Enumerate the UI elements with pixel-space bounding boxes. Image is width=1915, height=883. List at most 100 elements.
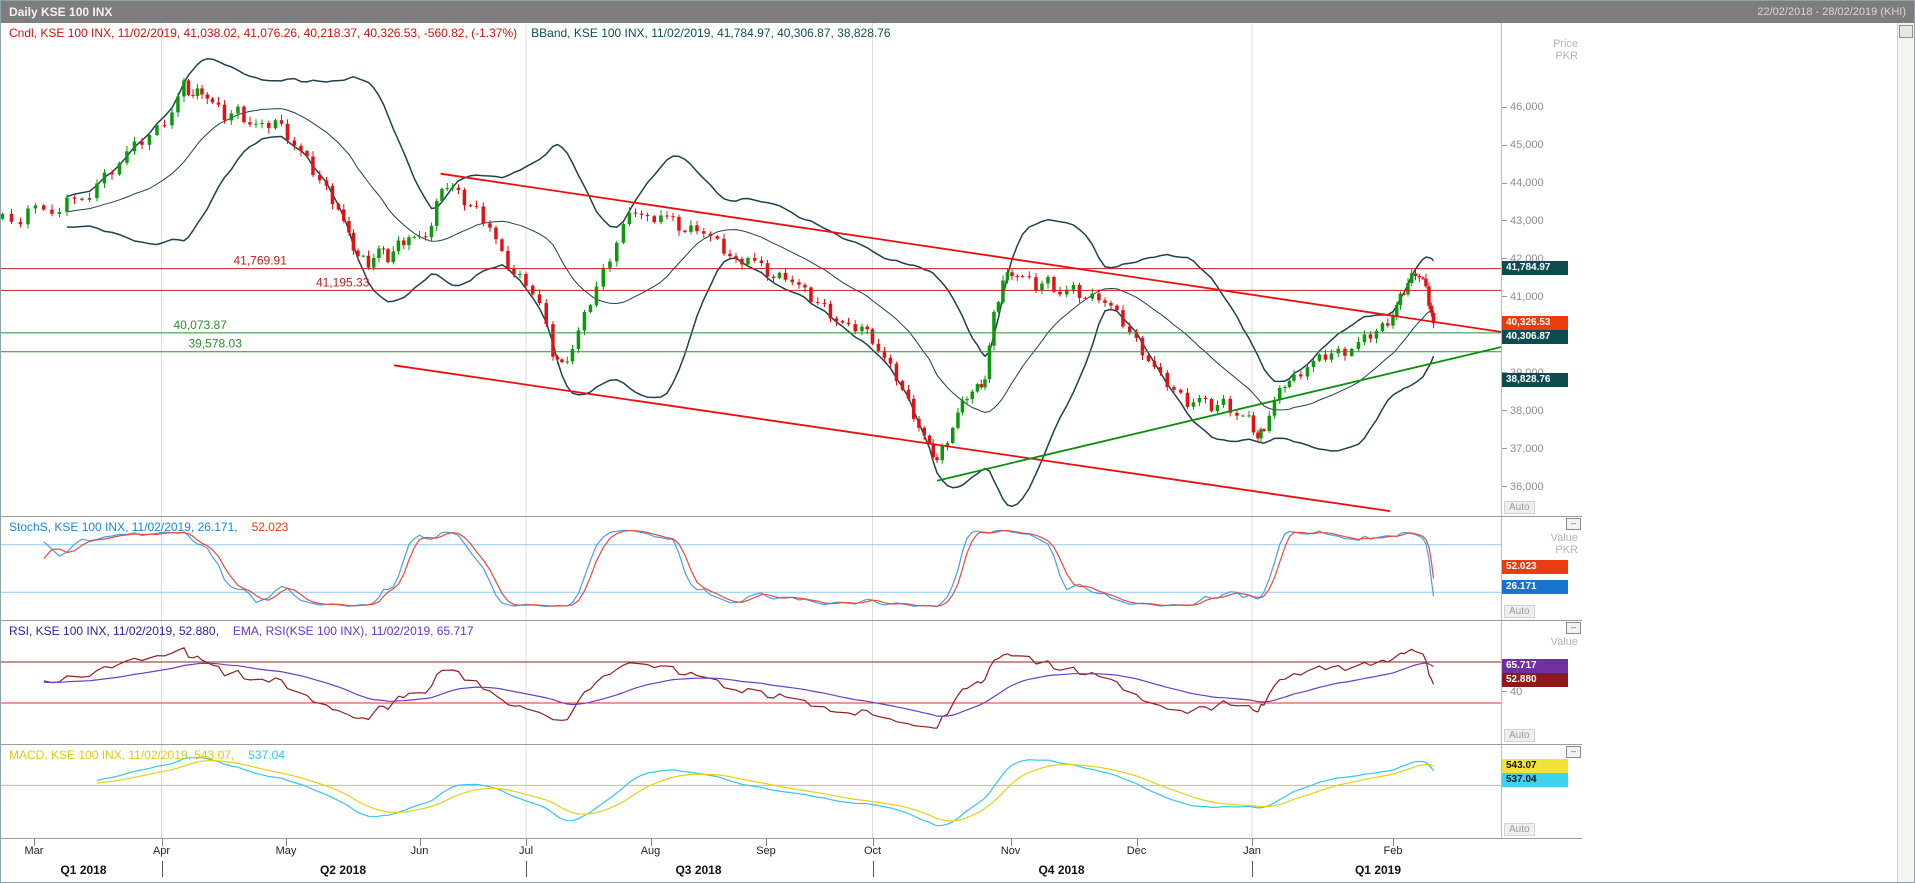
month-label: Jun [410,845,429,857]
titlebar: Daily KSE 100 INX 22/02/2018 - 28/02/201… [1,1,1914,23]
legend-segment: 537.04 [248,748,285,762]
candlesticks [1,77,1436,464]
quarter-label: Q1 2019 [1354,863,1402,877]
rsi-lines [43,647,1435,729]
value-tag: 38,828.76 [1502,373,1568,388]
axis-tick-label: 40 [1502,686,1522,698]
legend-segment: 52.023 [251,520,289,534]
legend-segment: StochS, KSE 100 INX, 11/02/2019, 26.171, [9,520,238,534]
month-label: Apr [152,845,171,857]
svg-text:41,769.91: 41,769.91 [234,254,288,268]
value-tag: 543.07 [1502,759,1568,774]
macd-chart-canvas[interactable] [1,745,1501,838]
value-tag: 40,326.53 [1502,316,1568,331]
quarter-label: Q3 2018 [675,863,722,877]
axis-header: Value PKR [1550,532,1578,556]
month-tick [650,839,652,846]
month-tick [419,839,421,846]
month-tick [161,839,163,846]
rsi-legend: RSI, KSE 100 INX, 11/02/2019, 52.880, EMA… [9,624,488,638]
titlebar-date-range: 22/02/2018 - 28/02/2019 (KHI) [1757,6,1906,18]
rsi-axis[interactable]: – Value 40 65.717 52.880 Auto [1501,621,1582,744]
axis-tick-label: 37,000 [1502,443,1544,455]
svg-text:39,578.03: 39,578.03 [189,337,243,351]
month-label: Feb [1383,845,1403,857]
month-label: Nov [1000,845,1021,857]
value-tag: 40,306.87 [1502,330,1568,345]
panel-stack: 41,769.91 41,195.33 40,073.87 39,578.03 Cnd… [1,23,1582,882]
auto-scale-button[interactable]: Auto [1504,823,1535,836]
stochastic-chart-canvas[interactable] [1,517,1501,620]
quarter-gridlines [161,621,1253,744]
month-tick [872,839,874,846]
legend-segment: MACD, KSE 100 INX, 11/02/2019, 543.07, [9,748,235,762]
axis-tick-label: 44,000 [1502,177,1544,189]
axis-header: Price PKR [1552,38,1578,62]
trendlines [393,172,1501,512]
value-tag: 52.880 [1502,673,1568,688]
axis-header: Value [1550,636,1578,648]
quarter-label: Q4 2018 [1038,863,1085,877]
month-label: Jul [518,845,534,857]
vertical-scrollbar[interactable] [1897,23,1914,882]
macd-panel: MACD, KSE 100 INX, 11/02/2019, 543.07, 53… [1,745,1582,839]
price-legend: Cndl, KSE 100 INX, 11/02/2019, 41,038.02… [9,26,905,40]
month-label: Oct [863,845,882,857]
month-tick [526,839,527,846]
time-axis[interactable]: Mar Apr May Jun Jul Aug Sep Oct Nov Dec Jan Feb Q1 2… [1,839,1582,882]
auto-scale-button[interactable]: Auto [1504,501,1535,514]
month-tick [766,839,767,846]
price-panel: 41,769.91 41,195.33 40,073.87 39,578.03 Cnd… [1,23,1582,517]
price-axis[interactable]: Price PKR 46,000 45,000 44,000 43,000 42,000 41… [1501,23,1582,516]
rsi-panel: RSI, KSE 100 INX, 11/02/2019, 52.880, EMA… [1,621,1582,745]
window-title: Daily KSE 100 INX [9,5,113,19]
auto-scale-button[interactable]: Auto [1504,729,1535,742]
value-tag: 26.171 [1502,580,1568,595]
legend-segment: BBand, KSE 100 INX, 11/02/2019, 41,784.9… [531,26,891,40]
axis-tick-label: 36,000 [1502,481,1544,493]
quarter-boundary-tick [1252,861,1253,877]
month-tick [1010,839,1012,846]
price-chart-canvas[interactable]: 41,769.91 41,195.33 40,073.87 39,578.03 [1,23,1501,516]
legend-segment: EMA, RSI(KSE 100 INX), 11/02/2019, 65.71… [232,624,474,638]
quarter-boundary-tick [872,861,874,877]
panel-control-icon[interactable]: – [1566,746,1581,758]
rsi-chart-canvas[interactable] [1,621,1501,744]
macd-axis[interactable]: –543.07 537.04 Auto [1501,745,1582,838]
stochastic-panel: StochS, KSE 100 INX, 11/02/2019, 26.171,… [1,517,1582,621]
bollinger-bands [66,58,1435,508]
month-label: Aug [640,845,661,857]
horizontal-levels: 41,769.91 41,195.33 40,073.87 39,578.03 [1,254,1501,353]
value-tag: 41,784.97 [1502,260,1568,275]
auto-scale-button[interactable]: Auto [1504,605,1535,618]
stochastic-legend: StochS, KSE 100 INX, 11/02/2019, 26.171,… [9,520,302,534]
panel-control-icon[interactable]: – [1566,622,1581,634]
month-tick [1252,839,1253,846]
month-label: Jan [1243,845,1261,857]
quarter-gridlines [161,745,1253,838]
axis-tick-label: 46,000 [1502,101,1544,113]
axis-tick-label: 43,000 [1502,215,1544,227]
value-tag: 52.023 [1502,559,1568,574]
month-label: Sep [756,845,776,857]
legend-segment: RSI, KSE 100 INX, 11/02/2019, 52.880, [9,624,219,638]
quarter-label: Q2 2018 [319,863,367,877]
svg-text:40,073.87: 40,073.87 [174,318,228,332]
axis-tick-label: 38,000 [1502,405,1544,417]
axis-tick-label: 41,000 [1502,291,1544,303]
month-label: May [275,845,297,857]
stochastic-lines [43,529,1435,608]
quarter-label: Q1 2018 [60,863,107,877]
quarter-gridlines [161,23,1253,516]
stochastic-axis[interactable]: – Value PKR 52.023 26.171 Auto [1501,517,1582,620]
month-tick [34,839,35,846]
month-tick [286,839,287,846]
macd-legend: MACD, KSE 100 INX, 11/02/2019, 543.07, 53… [9,748,299,762]
panel-control-icon[interactable]: – [1566,518,1581,530]
month-label: Mar [24,845,44,857]
scrollbar-box-icon[interactable] [1899,25,1913,38]
month-label: Dec [1126,845,1147,857]
legend-segment: Cndl, KSE 100 INX, 11/02/2019, 41,038.02… [9,26,518,40]
svg-text:41,195.33: 41,195.33 [316,275,370,289]
month-tick [1393,839,1394,846]
